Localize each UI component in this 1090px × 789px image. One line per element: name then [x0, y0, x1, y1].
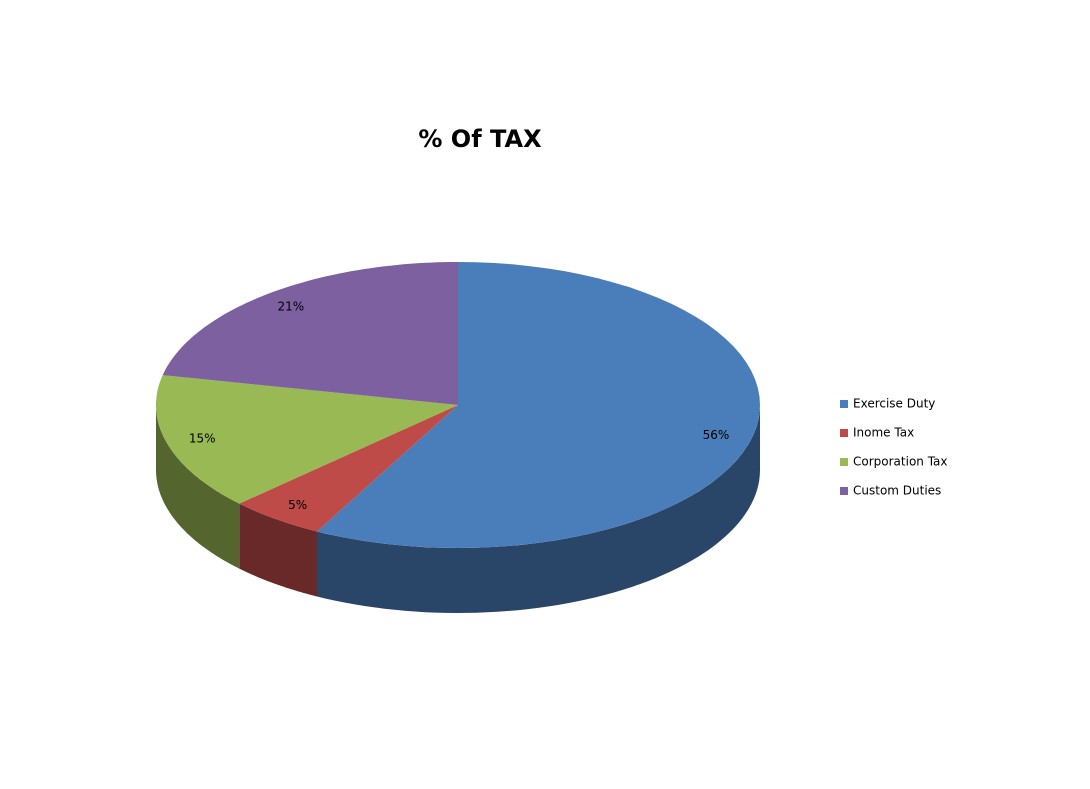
legend-swatch: [840, 458, 848, 466]
slice-side: [317, 405, 760, 613]
slice-side: [239, 503, 317, 597]
legend-label: Custom Duties: [853, 484, 941, 498]
legend-swatch: [840, 429, 848, 437]
slice: [239, 405, 458, 532]
legend-label: Exercise Duty: [853, 397, 935, 411]
legend-label: Inome Tax: [853, 426, 914, 440]
data-label: 21%: [278, 300, 305, 314]
data-label: 15%: [189, 432, 216, 446]
slice-side: [156, 405, 240, 569]
slice: [317, 262, 760, 548]
slice: [156, 375, 458, 504]
data-label: 5%: [288, 498, 307, 512]
chart-title: % Of TAX: [418, 125, 542, 153]
legend-swatch: [840, 487, 848, 495]
legend-label: Corporation Tax: [853, 455, 948, 469]
slice: [162, 262, 458, 405]
legend-swatch: [840, 400, 848, 408]
data-label: 56%: [703, 428, 730, 442]
